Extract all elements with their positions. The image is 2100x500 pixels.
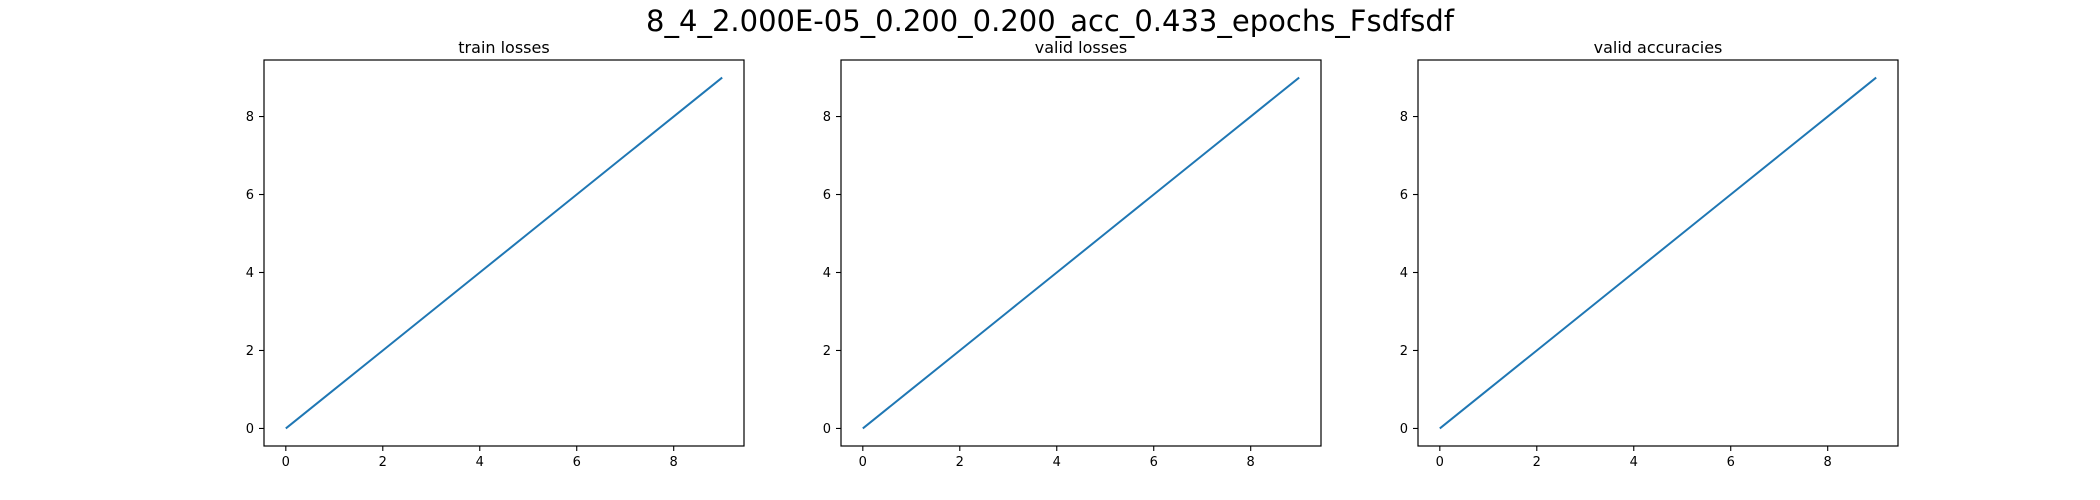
axes-frame (263, 59, 745, 447)
series-line-1 (862, 76, 1300, 430)
x-tick-label: 6 (1727, 455, 1735, 470)
series-line-1 (285, 76, 723, 430)
y-tick-label: 2 (823, 344, 831, 359)
figure-title: 8_4_2.000E-05_0.200_0.200_acc_0.433_epoc… (646, 4, 1455, 38)
y-tick-label: 6 (823, 188, 831, 203)
x-tick-label: 8 (1247, 455, 1255, 470)
x-tick-label: 0 (1436, 455, 1444, 470)
y-tick-label: 4 (823, 266, 831, 281)
y-tick-label: 2 (246, 344, 254, 359)
series-line-1 (1439, 76, 1877, 430)
x-tick-label: 2 (956, 455, 964, 470)
x-tick-label: 2 (379, 455, 387, 470)
y-tick-label: 0 (246, 422, 254, 437)
axes-frame (1417, 59, 1899, 447)
subplot-3: valid accuracies 0 2 4 6 8 0 2 4 6 8 (1400, 38, 1899, 470)
y-tick-label: 6 (246, 188, 254, 203)
y-tick-label: 4 (1400, 266, 1408, 281)
y-tick-label: 8 (246, 110, 254, 125)
subplot-title: valid losses (1035, 38, 1128, 57)
x-tick-label: 8 (1824, 455, 1832, 470)
y-tick-label: 8 (823, 110, 831, 125)
x-tick-label: 4 (476, 455, 484, 470)
x-tick-label: 6 (1150, 455, 1158, 470)
subplot-title: valid accuracies (1594, 38, 1723, 57)
x-tick-label: 6 (573, 455, 581, 470)
x-tick-label: 2 (1533, 455, 1541, 470)
subplot-2: valid losses 0 2 4 6 8 0 2 4 6 8 (823, 38, 1322, 470)
y-tick-label: 0 (823, 422, 831, 437)
x-tick-label: 8 (670, 455, 678, 470)
x-tick-label: 4 (1630, 455, 1638, 470)
y-tick-label: 8 (1400, 110, 1408, 125)
axes-frame (840, 59, 1322, 447)
y-tick-label: 0 (1400, 422, 1408, 437)
x-tick-label: 0 (859, 455, 867, 470)
y-tick-label: 2 (1400, 344, 1408, 359)
subplot-title: train losses (458, 38, 549, 57)
y-tick-label: 4 (246, 266, 254, 281)
subplots: train losses 0 2 4 6 8 0 2 4 6 8 valid losses 0 2 4 6 8 0… (246, 38, 1899, 470)
x-tick-label: 4 (1053, 455, 1061, 470)
subplot-1: train losses 0 2 4 6 8 0 2 4 6 8 (246, 38, 745, 470)
x-tick-label: 0 (282, 455, 290, 470)
y-tick-label: 6 (1400, 188, 1408, 203)
